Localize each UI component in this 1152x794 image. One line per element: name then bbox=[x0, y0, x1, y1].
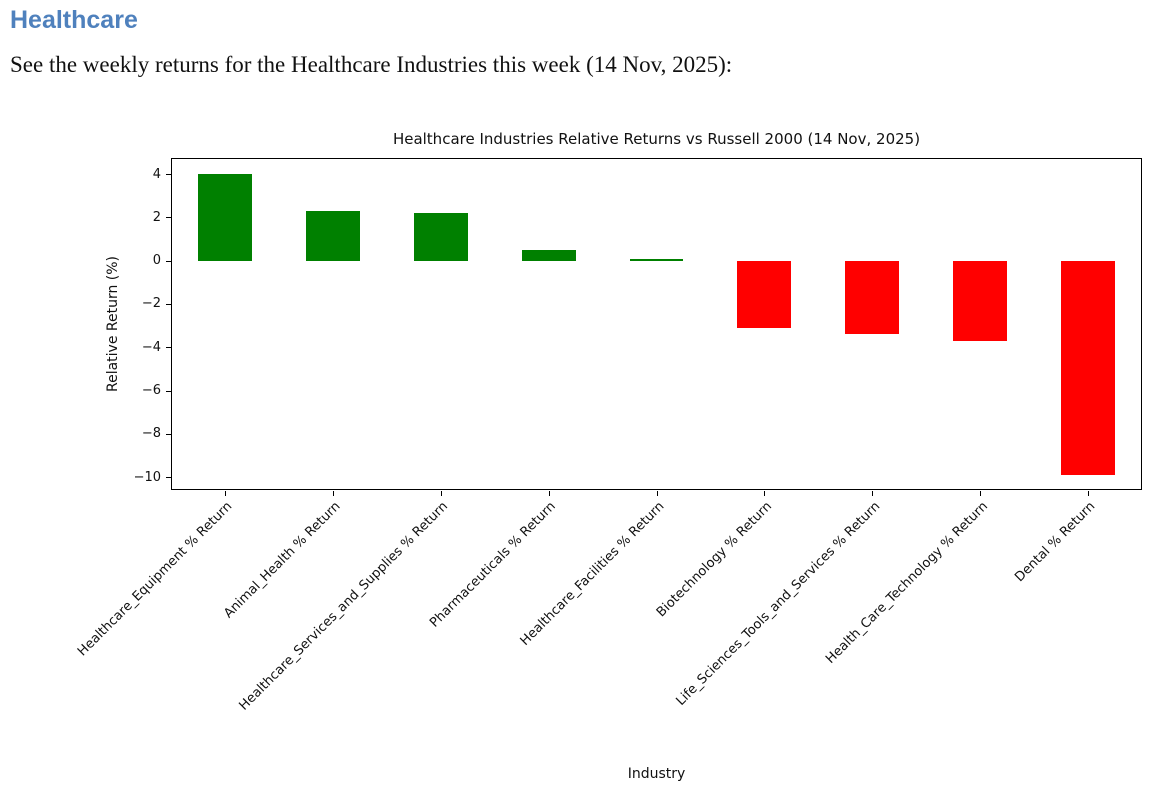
y-tick-mark bbox=[166, 303, 171, 305]
bar bbox=[845, 260, 900, 335]
x-tick-mark bbox=[548, 491, 550, 496]
y-tick-label: −8 bbox=[141, 426, 161, 442]
x-tick-label: Biotechnology % Return bbox=[653, 499, 775, 621]
bar bbox=[521, 249, 576, 261]
x-tick-mark bbox=[764, 491, 766, 496]
y-tick-label: 2 bbox=[152, 209, 161, 225]
bar-chart-figure: Healthcare Industries Relative Returns v… bbox=[0, 114, 1152, 794]
x-tick-mark bbox=[1088, 491, 1090, 496]
y-tick-mark bbox=[166, 433, 171, 435]
x-tick-label: Animal_Health % Return bbox=[221, 499, 344, 622]
section-heading: Healthcare bbox=[10, 6, 138, 34]
y-axis-label: Relative Return (%) bbox=[105, 255, 121, 393]
y-tick-label: −6 bbox=[141, 383, 161, 398]
bar bbox=[1061, 260, 1116, 475]
x-tick-label: Life_Sciences_Tools_and_Services % Retur… bbox=[673, 499, 883, 709]
x-tick-mark bbox=[872, 491, 874, 496]
x-tick-label: Pharmaceuticals % Return bbox=[427, 499, 560, 631]
bar bbox=[737, 260, 792, 328]
x-tick-mark bbox=[224, 491, 226, 496]
bar bbox=[197, 174, 252, 261]
x-tick-label: Healthcare_Equipment % Return bbox=[75, 499, 236, 660]
y-tick-label: −2 bbox=[141, 296, 161, 312]
x-tick-label: Dental % Return bbox=[1012, 499, 1099, 586]
x-axis-label: Industry bbox=[627, 766, 686, 782]
y-tick-mark bbox=[166, 390, 171, 392]
y-tick-mark bbox=[166, 477, 171, 479]
y-tick-mark bbox=[166, 174, 171, 176]
x-tick-mark bbox=[332, 491, 334, 496]
y-tick-label: −4 bbox=[141, 339, 161, 355]
y-tick-mark bbox=[166, 260, 171, 262]
intro-text: See the weekly returns for the Healthcar… bbox=[10, 52, 733, 77]
x-tick-mark bbox=[440, 491, 442, 496]
bar bbox=[305, 210, 360, 261]
x-tick-mark bbox=[656, 491, 658, 496]
bar bbox=[413, 213, 468, 261]
x-tick-label: Healthcare_Services_and_Supplies % Retur… bbox=[236, 499, 452, 714]
bar bbox=[953, 260, 1008, 341]
chart-title: Healthcare Industries Relative Returns v… bbox=[392, 130, 921, 148]
bar bbox=[629, 258, 684, 261]
x-tick-mark bbox=[980, 491, 982, 496]
y-tick-label: −10 bbox=[133, 469, 161, 485]
y-tick-label: 0 bbox=[152, 253, 161, 269]
y-tick-label: 4 bbox=[152, 166, 161, 182]
y-tick-mark bbox=[166, 217, 171, 219]
y-tick-mark bbox=[166, 347, 171, 349]
